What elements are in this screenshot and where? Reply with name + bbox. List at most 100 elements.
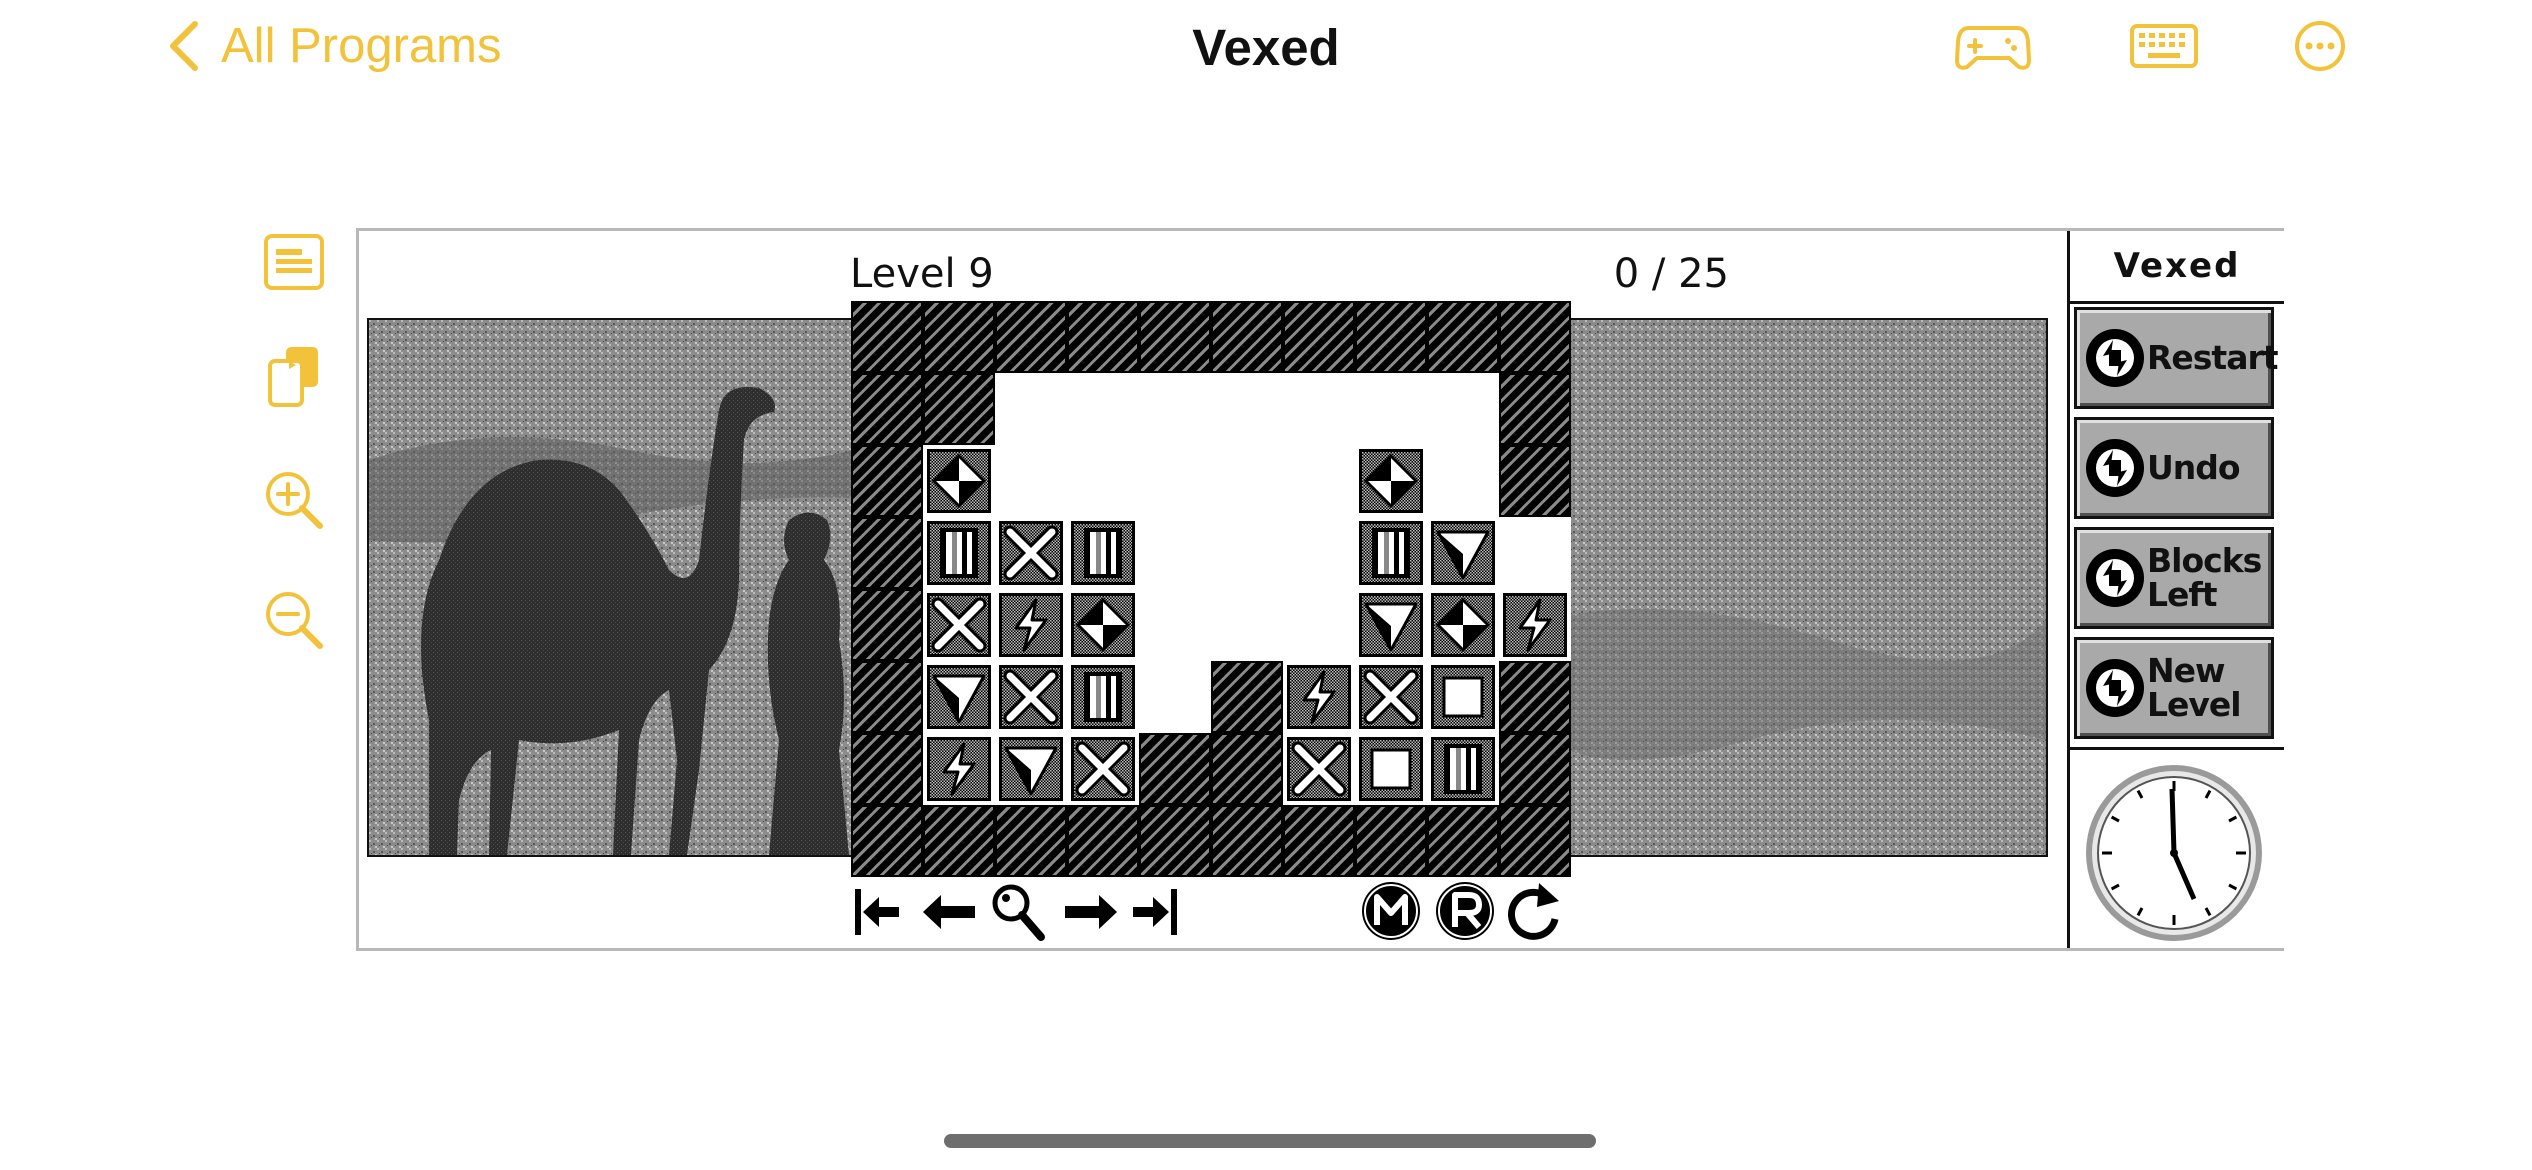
cross-block-icon — [999, 521, 1063, 585]
board-cell-empty — [1427, 373, 1499, 445]
restart-label: Restart — [2147, 338, 2279, 377]
board-cell-empty — [1499, 517, 1571, 589]
board-cell-pill-block[interactable] — [923, 517, 995, 589]
board-cell-wall — [851, 661, 923, 733]
pill-block-icon — [927, 521, 991, 585]
board-cell-pill-block[interactable] — [1427, 733, 1499, 805]
level-label: Level 9 — [850, 251, 994, 297]
board-cell-diamond-block[interactable] — [1067, 589, 1139, 661]
board-cell-cross-block[interactable] — [923, 589, 995, 661]
zoom-in-icon[interactable] — [262, 468, 326, 532]
last-level-icon[interactable] — [1129, 879, 1181, 943]
board-cell-triangle-block[interactable] — [995, 733, 1067, 805]
board-cell-wall — [1427, 301, 1499, 373]
board-cell-empty — [1283, 445, 1355, 517]
replay-icon[interactable] — [1433, 879, 1497, 943]
board-cell-empty — [1139, 589, 1211, 661]
board-cell-lightning-block[interactable] — [995, 589, 1067, 661]
page-title: Vexed — [1192, 19, 1340, 76]
first-level-icon[interactable] — [851, 879, 903, 943]
panel-title: Vexed — [2070, 231, 2284, 304]
board-cell-lightning-block[interactable] — [923, 733, 995, 805]
board-cell-pill-block[interactable] — [1067, 517, 1139, 589]
diamond-block-icon — [1359, 449, 1423, 513]
board-cell-empty — [1283, 517, 1355, 589]
board-cell-cross-block[interactable] — [995, 517, 1067, 589]
cross-block-icon — [999, 665, 1063, 729]
board-cell-wall — [1499, 805, 1571, 877]
board-cell-cross-block[interactable] — [995, 661, 1067, 733]
board-cell-cross-block[interactable] — [1067, 733, 1139, 805]
diamond-block-icon — [927, 449, 991, 513]
triangle-block-icon — [927, 665, 991, 729]
magnifier-icon[interactable] — [989, 879, 1049, 943]
board-cell-cross-block[interactable] — [1355, 661, 1427, 733]
board-cell-pill-block[interactable] — [1067, 661, 1139, 733]
new-level-button[interactable]: New Level — [2074, 637, 2274, 739]
board-cell-triangle-block[interactable] — [1427, 517, 1499, 589]
zoom-out-icon[interactable] — [262, 588, 326, 652]
board-cell-wall — [1499, 301, 1571, 373]
emulator-window: Level 9 0 / 25 Vexed Restart Undo Blocks… — [356, 228, 2284, 951]
board-cell-wall — [851, 805, 923, 877]
game-board[interactable] — [851, 301, 1571, 877]
board-cell-wall — [1067, 805, 1139, 877]
board-cell-empty — [1139, 445, 1211, 517]
board-cell-wall — [1283, 805, 1355, 877]
board-cell-diamond-block[interactable] — [1427, 589, 1499, 661]
blocks-left-label: Blocks Left — [2147, 541, 2262, 614]
copy-icon[interactable] — [262, 345, 326, 409]
board-cell-empty — [1211, 517, 1283, 589]
board-cell-triangle-block[interactable] — [923, 661, 995, 733]
board-cell-empty — [995, 373, 1067, 445]
board-cell-wall — [1139, 301, 1211, 373]
board-cell-empty — [1355, 373, 1427, 445]
cross-block-icon — [1071, 737, 1135, 801]
top-bar: All Programs Vexed — [0, 0, 2532, 100]
switch-icon — [2086, 659, 2144, 717]
board-cell-square-block[interactable] — [1355, 733, 1427, 805]
board-cell-lightning-block[interactable] — [1499, 589, 1571, 661]
more-icon[interactable] — [2282, 18, 2358, 74]
document-icon[interactable] — [262, 230, 326, 294]
board-cell-wall — [1499, 661, 1571, 733]
board-cell-wall — [851, 301, 923, 373]
keyboard-icon[interactable] — [2126, 18, 2202, 74]
board-cell-empty — [1139, 661, 1211, 733]
board-cell-empty — [1283, 373, 1355, 445]
board-cell-wall — [851, 733, 923, 805]
board-cell-wall — [1499, 733, 1571, 805]
board-cell-empty — [1139, 373, 1211, 445]
redo-icon[interactable] — [1503, 879, 1567, 943]
board-cell-wall — [1067, 301, 1139, 373]
gamepad-icon[interactable] — [1955, 18, 2031, 74]
board-cell-pill-block[interactable] — [1355, 517, 1427, 589]
board-cell-triangle-block[interactable] — [1355, 589, 1427, 661]
board-cell-empty — [1283, 589, 1355, 661]
next-level-icon[interactable] — [1061, 879, 1121, 943]
music-toggle-icon[interactable] — [1359, 879, 1423, 943]
board-cell-wall — [923, 373, 995, 445]
restart-button[interactable]: Restart — [2074, 307, 2279, 409]
board-cell-square-block[interactable] — [1427, 661, 1499, 733]
panel-divider — [2070, 747, 2284, 750]
board-cell-wall — [1499, 373, 1571, 445]
previous-level-icon[interactable] — [919, 879, 979, 943]
back-button[interactable]: All Programs — [165, 16, 501, 76]
back-label: All Programs — [221, 19, 502, 73]
board-cell-wall — [851, 589, 923, 661]
board-cell-wall — [995, 805, 1067, 877]
board-cell-diamond-block[interactable] — [923, 445, 995, 517]
board-cell-wall — [851, 445, 923, 517]
blocks-left-button[interactable]: Blocks Left — [2074, 527, 2274, 629]
diamond-block-icon — [1071, 593, 1135, 657]
undo-button[interactable]: Undo — [2074, 417, 2274, 519]
board-cell-diamond-block[interactable] — [1355, 445, 1427, 517]
board-cell-lightning-block[interactable] — [1283, 661, 1355, 733]
lightning-block-icon — [1287, 665, 1351, 729]
undo-label: Undo — [2147, 448, 2241, 487]
board-cell-cross-block[interactable] — [1283, 733, 1355, 805]
home-indicator[interactable] — [944, 1134, 1596, 1148]
square-block-icon — [1359, 737, 1423, 801]
board-cell-empty — [1211, 589, 1283, 661]
